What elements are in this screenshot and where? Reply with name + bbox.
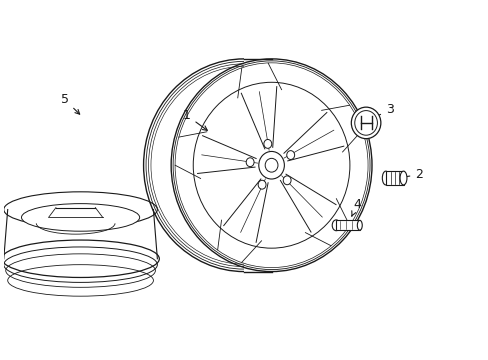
Text: 5: 5 xyxy=(61,93,80,114)
Ellipse shape xyxy=(357,220,362,230)
Ellipse shape xyxy=(331,220,340,231)
Text: 1: 1 xyxy=(183,109,207,130)
Bar xyxy=(335,220,359,230)
Text: 4: 4 xyxy=(351,198,361,216)
Bar xyxy=(385,171,403,185)
Ellipse shape xyxy=(258,180,265,189)
Ellipse shape xyxy=(21,204,140,231)
Ellipse shape xyxy=(258,152,284,179)
Ellipse shape xyxy=(264,139,271,148)
Ellipse shape xyxy=(382,171,388,185)
Ellipse shape xyxy=(350,107,380,139)
Ellipse shape xyxy=(399,171,406,185)
Ellipse shape xyxy=(245,158,254,167)
Text: 2: 2 xyxy=(401,168,422,181)
Ellipse shape xyxy=(283,176,290,185)
Ellipse shape xyxy=(193,82,349,248)
Ellipse shape xyxy=(264,158,277,172)
Ellipse shape xyxy=(286,150,294,159)
Text: 3: 3 xyxy=(371,103,393,119)
